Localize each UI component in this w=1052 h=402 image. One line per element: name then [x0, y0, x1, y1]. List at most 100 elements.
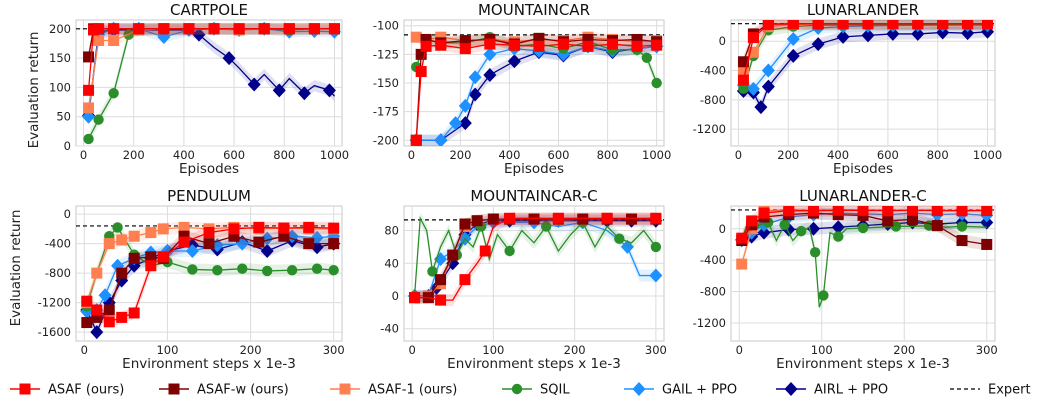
data-point: [862, 20, 874, 30]
legend-label: SQIL: [540, 383, 570, 398]
x-tick-label: 800: [273, 148, 295, 162]
x-tick-label: 1000: [973, 148, 1002, 162]
x-tick-label: 0: [735, 148, 742, 162]
data-point: [427, 266, 438, 277]
data-point: [278, 222, 290, 234]
data-point: [737, 56, 749, 68]
data-point: [178, 230, 190, 242]
data-point: [459, 218, 471, 230]
data-point: [253, 236, 265, 248]
data-point: [528, 213, 540, 225]
data-point: [116, 311, 128, 323]
y-tick-label: 200: [49, 22, 71, 36]
data-point: [818, 290, 829, 301]
data-point: [601, 212, 613, 224]
data-point: [738, 83, 749, 95]
data-point: [116, 267, 128, 279]
data-point: [328, 222, 340, 234]
data-point: [620, 239, 634, 254]
data-point: [907, 206, 918, 216]
legend-label: ASAF-1 (ours): [368, 383, 457, 398]
data-point: [962, 20, 974, 30]
data-point: [410, 31, 422, 43]
data-point: [83, 84, 95, 96]
plot-series: [731, 206, 995, 314]
data-point: [415, 48, 427, 60]
data-point: [145, 251, 157, 263]
x-tick-label: 400: [498, 148, 520, 162]
data-point: [651, 39, 663, 51]
legend-item-airl-ppo: AIRL + PPO: [776, 382, 888, 398]
data-point: [786, 32, 800, 47]
data-point: [809, 247, 821, 258]
data-point: [128, 252, 140, 264]
x-tick-label: 800: [597, 148, 619, 162]
panel-title: MOUNTAINCAR: [478, 1, 590, 19]
panel-title: LUNARLANDER: [807, 1, 919, 19]
x-tick-label: 600: [877, 148, 899, 162]
data-point: [882, 215, 894, 227]
plot-series: [404, 31, 664, 146]
data-point: [761, 63, 775, 78]
series-asaf-ours: [737, 20, 994, 86]
x-tick-label: 0: [80, 148, 87, 162]
data-point: [112, 222, 123, 233]
data-point: [468, 87, 482, 102]
data-point: [128, 230, 140, 242]
data-point: [911, 26, 925, 41]
data-point: [447, 249, 459, 261]
plot-area: [75, 19, 343, 147]
data-point: [158, 23, 170, 35]
data-point: [81, 295, 93, 307]
data-point: [762, 20, 774, 30]
legend-item-asaf-w-ours: ASAF-w (ours): [159, 383, 289, 398]
series-asaf-ours: [81, 221, 340, 328]
data-point: [736, 258, 748, 270]
data-point: [582, 40, 594, 52]
plot-series: [404, 212, 664, 307]
data-point: [128, 307, 140, 319]
data-point: [504, 212, 516, 224]
y-tick-label: -400: [700, 64, 726, 78]
x-tick-label: 300: [976, 343, 998, 357]
legend-item-expert: Expert: [950, 383, 1031, 398]
data-point: [81, 317, 93, 329]
data-point: [187, 264, 198, 275]
x-axis-label: Environment steps x 1e-3: [776, 356, 950, 372]
data-point: [93, 35, 105, 47]
data-point: [795, 225, 807, 237]
data-point: [157, 223, 169, 235]
x-tick-label: 100: [811, 343, 833, 357]
data-point: [458, 98, 472, 113]
data-point: [178, 221, 190, 233]
data-point: [887, 20, 899, 30]
data-point: [459, 35, 471, 47]
y-tick-label: -1200: [693, 316, 726, 330]
panel-title: CARTPOLE: [170, 1, 248, 19]
x-tick-label: 0: [736, 343, 743, 357]
y-tick-label: 40: [384, 256, 399, 270]
data-point: [484, 38, 496, 50]
y-tick-label: 0: [719, 34, 726, 48]
data-point: [178, 236, 190, 248]
data-point: [736, 232, 748, 244]
data-point: [626, 213, 637, 225]
data-point: [737, 74, 749, 86]
x-tick-label: 100: [482, 343, 504, 357]
data-point: [836, 29, 850, 44]
data-point: [761, 79, 775, 94]
data-point: [103, 238, 115, 250]
x-tick-label: 200: [564, 343, 586, 357]
y-tick-label: -800: [45, 266, 71, 280]
data-point: [228, 230, 240, 242]
x-tick-label: 600: [548, 148, 570, 162]
y-axis-label-top: Evaluation return: [26, 32, 42, 149]
data-point: [468, 70, 482, 85]
data-point: [641, 52, 653, 63]
panel-mountaincar-c: 0 100 200 300 -40 0 40 80 MOUNTAINCAR-C Environme…: [380, 187, 667, 372]
data-point: [145, 260, 157, 272]
data-point: [116, 234, 128, 246]
data-point: [533, 40, 545, 52]
x-axis-label: Episodes: [179, 161, 239, 177]
